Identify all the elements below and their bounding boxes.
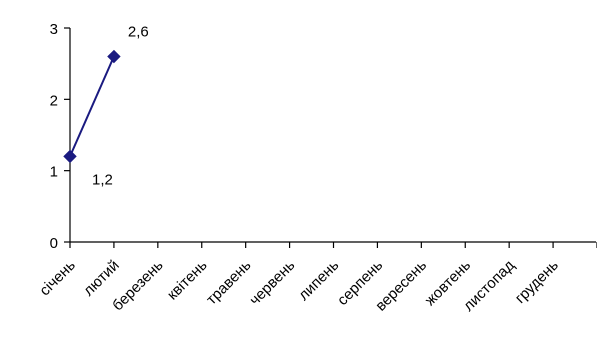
y-tick-label: 3	[50, 21, 58, 38]
axes	[69, 28, 596, 243]
x-tick-label: травень	[203, 257, 255, 309]
data-labels: 1,2 2,6	[92, 24, 149, 189]
x-tick-label: лютий	[80, 257, 123, 300]
series-layer	[63, 49, 121, 164]
x-tick-label: грудень	[512, 257, 562, 307]
x-tick-label: січень	[36, 257, 79, 300]
data-label: 1,2	[92, 171, 113, 188]
y-tick-label: 2	[50, 92, 58, 109]
data-label: 2,6	[128, 24, 149, 41]
y-tick-label: 1	[50, 164, 58, 181]
data-point-marker	[63, 149, 77, 164]
y-axis-ticks: 0 1 2 3	[50, 21, 70, 252]
x-axis-ticks: січень лютийберезеньквітеньтравеньчервень…	[36, 242, 597, 315]
data-point-marker	[107, 49, 121, 64]
x-tick-label: червень	[246, 257, 298, 309]
series-line	[69, 56, 115, 157]
y-tick-label: 0	[50, 235, 58, 252]
